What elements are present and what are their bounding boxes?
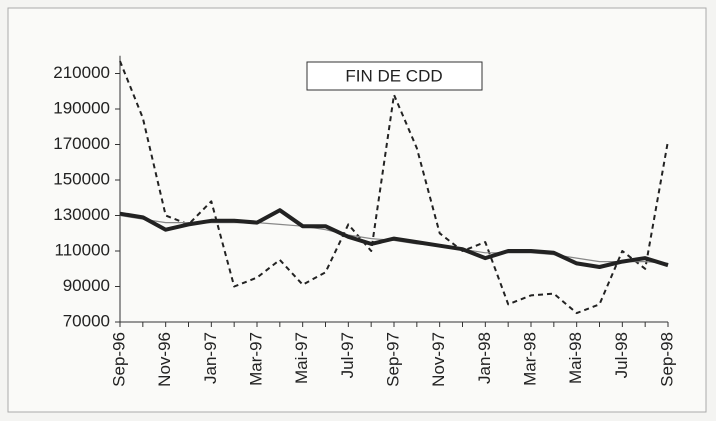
chart-title: FIN DE CDD	[345, 66, 442, 85]
x-tick-label: Sep-96	[109, 332, 128, 387]
title-box	[306, 61, 483, 91]
y-tick-label: 130000	[53, 205, 110, 224]
line-series	[119, 208, 669, 269]
x-tick-label: Nov-97	[429, 332, 448, 387]
x-tick-label: Jan-98	[475, 332, 494, 384]
x-tick-label: Mai-98	[566, 332, 585, 384]
x-tick-label: Jan-97	[201, 332, 220, 384]
y-tick-label: 210000	[53, 63, 110, 82]
x-tick-label: Nov-96	[155, 332, 174, 387]
y-tick-label: 90000	[63, 276, 110, 295]
x-tick-label: Sep-98	[657, 332, 676, 387]
y-tick-label: 110000	[55, 240, 110, 259]
y-tick-label: 70000	[63, 311, 110, 330]
y-tick-label: 190000	[53, 98, 110, 117]
line-series	[119, 60, 669, 315]
x-tick-label: Mar-98	[520, 332, 539, 386]
x-tick-label: Jul-97	[338, 332, 357, 378]
x-tick-label: Mar-97	[246, 332, 265, 386]
x-tick-label: Sep-97	[383, 332, 402, 387]
y-tick-label: 150000	[53, 169, 110, 188]
x-tick-label: Jul-98	[612, 332, 631, 378]
x-tick-label: Mai-97	[292, 332, 311, 384]
y-tick-label: 170000	[53, 134, 110, 153]
